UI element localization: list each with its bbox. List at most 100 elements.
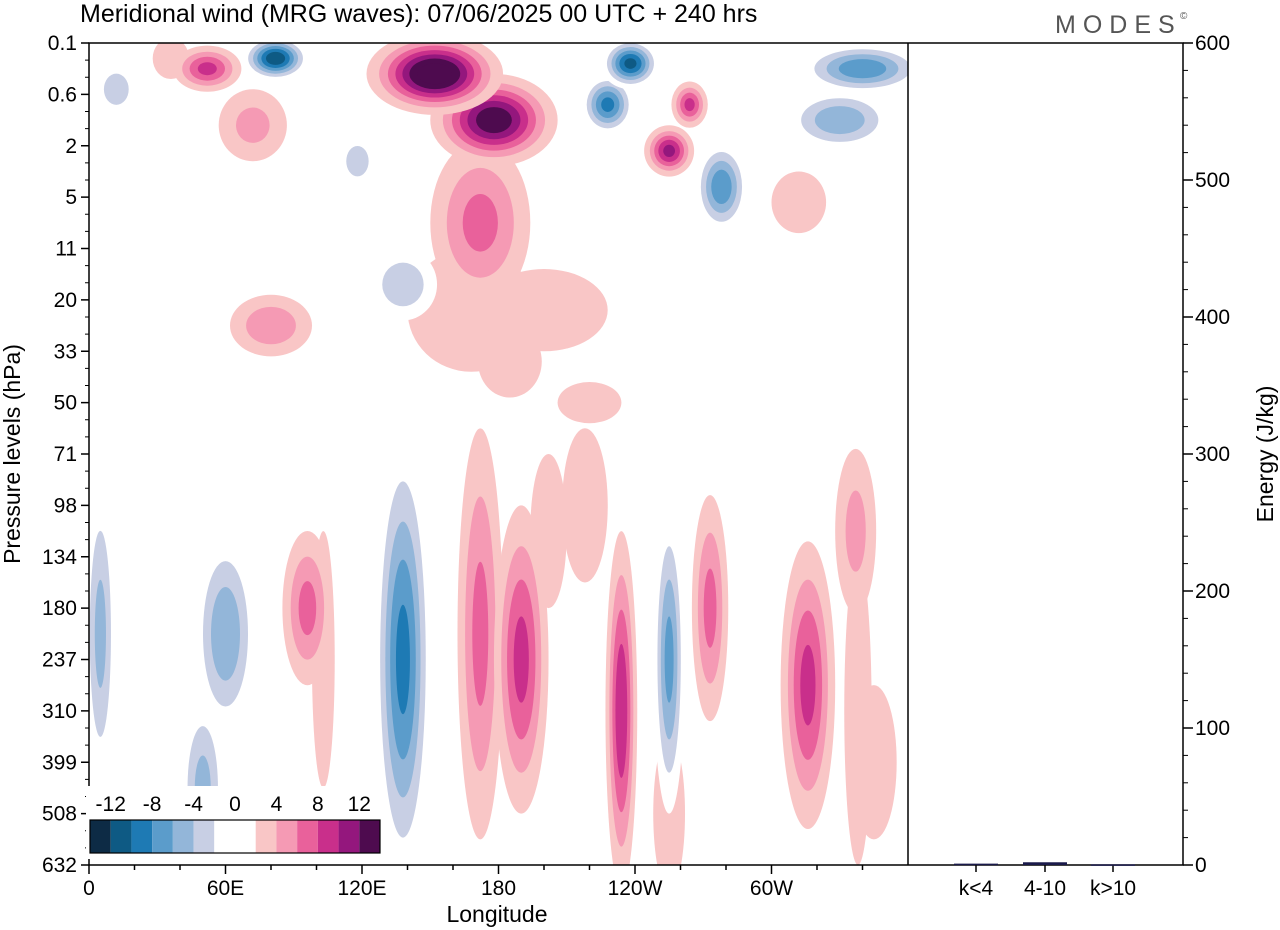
contour-blob (241, 43, 310, 82)
energy-bar (954, 863, 998, 866)
colorbar-tick-label: 12 (348, 793, 371, 816)
contour-shell (845, 490, 866, 572)
contour-shell (513, 616, 529, 703)
contour-shell (664, 616, 674, 703)
contour-blob (430, 140, 531, 306)
pressure-tick-label: 310 (42, 700, 77, 723)
pressure-tick-label: 98 (54, 494, 77, 517)
colorbar-box (152, 820, 173, 853)
energy-tick-label: 500 (1195, 169, 1230, 192)
energy-category-label: 4-10 (1024, 877, 1066, 900)
longitude-tick-label: 120W (608, 877, 663, 900)
contour-blob (785, 89, 895, 151)
colorbar: -12 -8 -4 0 4 8 12 (86, 786, 386, 859)
pressure-tick-label: 2 (65, 135, 77, 158)
contour-blob (116, 125, 153, 270)
contour-blob (366, 43, 504, 115)
contour-blob (230, 294, 312, 357)
pressure-tick-label: 33 (54, 340, 77, 363)
colorbar-box (317, 820, 339, 853)
colorbar-box (235, 820, 256, 853)
contour-blob (373, 428, 433, 865)
contour-shell (236, 107, 270, 143)
contour-blob (89, 479, 117, 788)
longitude-tick-label: 120E (337, 877, 386, 900)
contour-blob (327, 371, 397, 403)
contour-blob (282, 531, 333, 686)
contour-blob (311, 76, 376, 123)
pressure-tick-label: 71 (54, 443, 77, 466)
colorbar-box (110, 820, 132, 853)
contour-blob (557, 382, 622, 424)
pressure-tick-label: 11 (55, 238, 77, 261)
contour-blob (835, 448, 877, 614)
energy-bar (1023, 862, 1067, 865)
contour-shell (480, 269, 608, 352)
energy-category-label: k>10 (1090, 877, 1136, 900)
contour-shell (94, 579, 106, 688)
contour-shell (703, 568, 717, 648)
contour-shell (395, 604, 410, 715)
contour-shell (562, 428, 608, 583)
pressure-tick-label: 0.1 (48, 32, 77, 55)
contour-blob (760, 330, 829, 372)
energy-tick-label: 400 (1195, 306, 1230, 329)
contour-shell (800, 644, 816, 726)
contour-shell (615, 643, 628, 778)
modes-logo: MODES (1055, 11, 1182, 39)
energy-bars: k<4 4-10 k>10 (954, 862, 1136, 900)
contour-shell (265, 51, 286, 65)
contour-blob (580, 73, 635, 136)
contour-shell (711, 169, 732, 205)
contour-blob (798, 43, 908, 95)
contour-shell (472, 561, 489, 706)
contour-shell (327, 371, 397, 403)
contour-blob (694, 140, 749, 234)
pressure-tick-label: 632 (42, 854, 77, 877)
longitude-tick-label: 60E (207, 877, 244, 900)
contour-shell (311, 76, 376, 123)
logo-registered-mark: © (1180, 11, 1188, 22)
energy-tick-label: 200 (1195, 580, 1230, 603)
contour-shell (382, 262, 424, 307)
pressure-tick-label: 20 (54, 289, 77, 312)
contour-shell (417, 63, 453, 85)
energy-category-label: k<4 (959, 877, 994, 900)
longitude-tick-label: 0 (83, 877, 95, 900)
pressure-tick-label: 50 (54, 392, 77, 415)
energy-tick-label: 600 (1195, 32, 1230, 55)
colorbar-box (214, 820, 235, 853)
contour-blob (691, 495, 729, 722)
energy-axis: 0 100 200 300 400 500 600 (1183, 32, 1230, 877)
contour-blob (493, 505, 549, 814)
colorbar-tick-label: 4 (271, 793, 283, 816)
colorbar-box (276, 820, 298, 853)
contour-shell (663, 144, 676, 157)
colorbar-tick-label: 8 (312, 793, 324, 816)
pressure-tick-label: 134 (42, 546, 77, 569)
colorbar-box (90, 820, 111, 853)
longitude-tick-label: 180 (481, 877, 516, 900)
colorbar-tick-label: -12 (96, 793, 126, 816)
contour-blob (457, 428, 504, 840)
contour-shell (197, 62, 217, 76)
contour-blob (653, 505, 686, 814)
colorbar-box (255, 820, 277, 853)
colorbar-tick-label: 0 (229, 793, 241, 816)
contour-blob (173, 45, 242, 92)
pressure-tick-label: 508 (42, 803, 77, 826)
contour-blob (671, 81, 708, 128)
colorbar-box (193, 820, 215, 853)
colorbar-box (297, 820, 318, 853)
contour-blob (562, 428, 608, 583)
contour-shell (462, 194, 498, 252)
contour-blob (771, 171, 827, 234)
contour-blob (819, 777, 843, 865)
chart-title: Meridional wind (MRG waves): 07/06/2025 … (80, 0, 757, 28)
colorbar-box (131, 820, 153, 853)
energy-tick-label: 100 (1195, 717, 1230, 740)
colorbar-box (359, 820, 380, 853)
contour-blob (780, 541, 836, 829)
contour-shell (838, 59, 887, 79)
pressure-axis: 0.1 0.6 2 5 11 20 33 50 71 98 134 180 237 310 399 508 63… (42, 32, 89, 877)
